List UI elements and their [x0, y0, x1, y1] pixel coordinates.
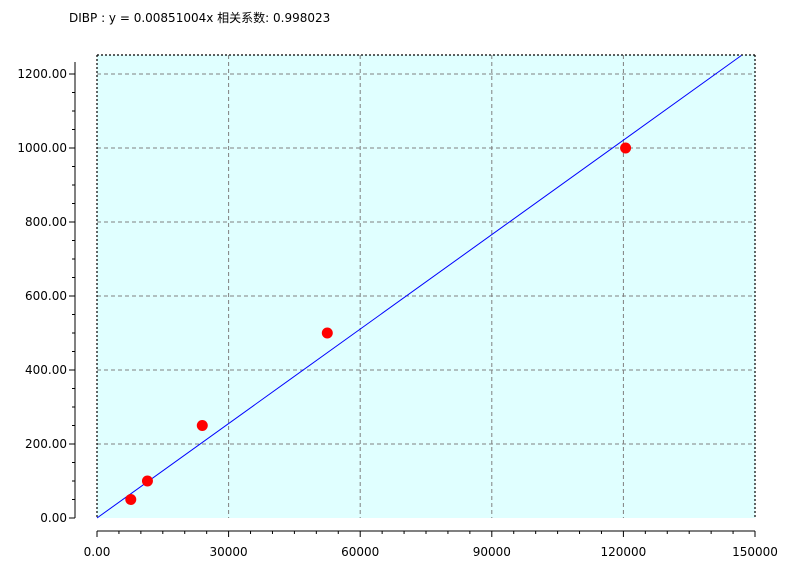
data-point	[125, 494, 137, 505]
data-point	[321, 327, 333, 339]
x-tick-label: 120000	[600, 545, 646, 559]
y-tick-label: 800.00	[25, 215, 67, 229]
plot-background	[97, 55, 755, 518]
data-point	[620, 142, 632, 154]
y-tick-label: 0.00	[40, 511, 67, 525]
y-tick-label: 1000.00	[17, 141, 67, 155]
y-tick-label: 1200.00	[17, 67, 67, 81]
x-tick-label: 60000	[341, 545, 379, 559]
regression-line	[96, 55, 742, 519]
y-tick-label: 400.00	[25, 363, 67, 377]
y-tick-label: 600.00	[25, 289, 67, 303]
x-tick-label: 150000	[732, 545, 778, 559]
data-point	[141, 475, 153, 487]
x-tick-label: 90000	[473, 545, 511, 559]
x-tick-label: 0.00	[84, 545, 111, 559]
data-point	[196, 420, 208, 431]
x-tick-label: 30000	[210, 545, 248, 559]
y-tick-label: 200.00	[25, 437, 67, 451]
chart-title: DIBP : y = 0.00851004x 相关系数: 0.998023	[69, 11, 331, 25]
